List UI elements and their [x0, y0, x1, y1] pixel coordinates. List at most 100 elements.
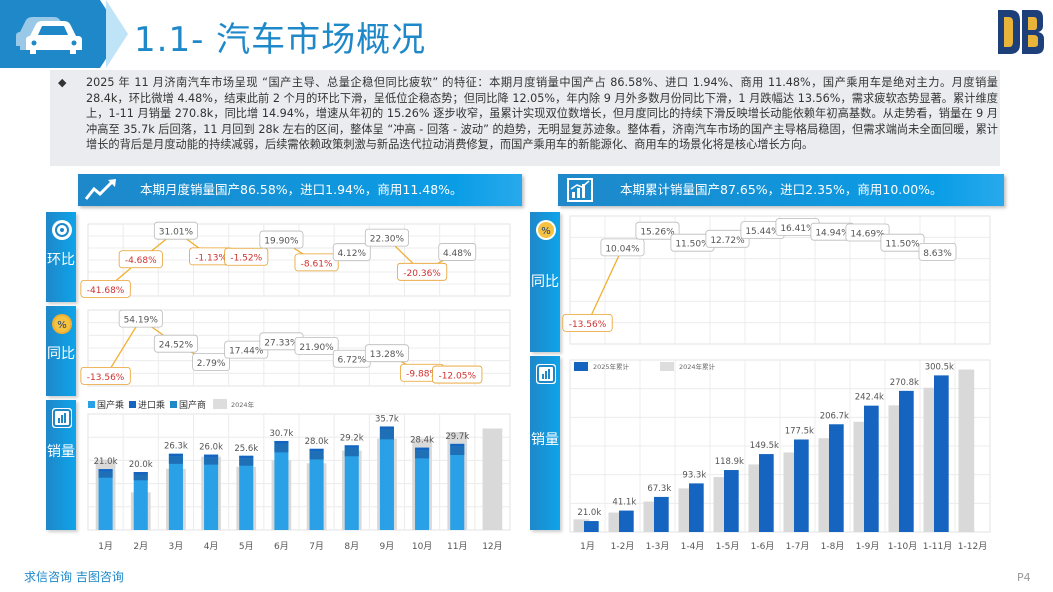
- x-tick-label: 9月: [380, 541, 395, 552]
- data-label-box: [880, 233, 925, 252]
- data-label-box: [153, 334, 198, 353]
- legend-swatch: [88, 401, 95, 408]
- data-label-box: [438, 243, 477, 261]
- bar-domestic-commercial: [274, 443, 289, 453]
- percent-icon: %: [52, 314, 72, 334]
- x-tick-label: 7月: [309, 541, 324, 552]
- side-tab-cum-yoy: % 同比: [530, 212, 560, 352]
- x-tick-label: 1-7月: [786, 541, 810, 552]
- bar-domestic-commercial: [133, 474, 148, 481]
- data-label: 54.19%: [124, 316, 159, 326]
- bar-domestic-passenger: [379, 426, 394, 530]
- bar-value-label: 35.7k: [375, 414, 399, 424]
- x-tick-label: 3月: [169, 541, 184, 552]
- bar-value-label: 149.5k: [750, 441, 779, 451]
- data-label: -9.88%: [406, 370, 438, 380]
- x-tick-label: 4月: [204, 541, 219, 552]
- bar-import-passenger: [344, 445, 359, 448]
- x-tick-label: 1-9月: [856, 541, 880, 552]
- bar-2025-cumulative: [934, 375, 949, 532]
- brand-logo: [998, 10, 1044, 54]
- x-tick-label: 1-4月: [681, 541, 705, 552]
- bar-2025-cumulative: [794, 439, 809, 532]
- bar-domestic-commercial: [168, 456, 183, 464]
- bar-value-label: 29.2k: [340, 433, 364, 443]
- data-label-box: [332, 243, 371, 262]
- x-tick-label: 6月: [274, 541, 289, 552]
- data-label: 14.94%: [815, 229, 850, 239]
- bar-domestic-commercial: [98, 471, 113, 478]
- x-tick-label: 1-12月: [958, 541, 987, 552]
- data-label-box: [918, 242, 957, 261]
- data-label: 27.33%: [264, 338, 299, 348]
- x-tick-label: 5月: [239, 541, 254, 552]
- bar-value-label: 300.5k: [925, 362, 954, 372]
- data-label: 6.72%: [337, 356, 366, 366]
- bar-value-label: 41.1k: [612, 498, 636, 508]
- bar-chart-icon: [52, 408, 72, 428]
- svg-text:%: %: [57, 320, 67, 331]
- bar-2025-cumulative: [864, 405, 879, 532]
- data-label: 31.01%: [159, 228, 194, 238]
- bar-domestic-commercial: [450, 446, 465, 455]
- bar-value-label: 242.4k: [855, 393, 884, 403]
- bar-value-label: 28.0k: [305, 437, 329, 447]
- bar-domestic-passenger: [239, 455, 254, 530]
- data-label-box: [562, 313, 613, 332]
- data-label: -41.68%: [87, 286, 125, 296]
- x-tick-label: 10月: [412, 541, 432, 552]
- x-tick-label: 1-10月: [888, 541, 917, 552]
- data-label: 14.69%: [850, 229, 885, 239]
- bar-value-label: 26.3k: [164, 442, 188, 452]
- bar-value-label: 206.7k: [820, 411, 849, 421]
- bar-import-passenger: [274, 440, 289, 444]
- data-label-box: [845, 223, 890, 242]
- summary-paragraph: 2025 年 11 月济南汽车市场呈现 “国产主导、总量企稳但同比疲软” 的特征…: [86, 76, 998, 152]
- bar-import-passenger: [450, 443, 465, 447]
- bar-2025-cumulative: [654, 496, 669, 532]
- summary-box: [50, 70, 1000, 166]
- bar-import-passenger: [415, 447, 430, 451]
- legend-swatch: [170, 401, 177, 408]
- x-tick-label: 1-6月: [751, 541, 775, 552]
- right-banner: 本期累计销量国产87.65%，进口2.35%，商用10.00%。: [558, 174, 1004, 206]
- x-tick-label: 1-2月: [611, 541, 635, 552]
- bar-2025-cumulative: [899, 390, 914, 532]
- legend-label: 国产商: [179, 399, 206, 411]
- x-tick-label: 2月: [133, 541, 148, 552]
- bar-domestic-commercial: [204, 457, 219, 465]
- data-label: 4.48%: [443, 249, 472, 259]
- data-label: -13.56%: [87, 373, 125, 383]
- bar-domestic-passenger: [274, 440, 289, 530]
- bar-2025-cumulative: [829, 424, 844, 532]
- x-tick-label: 1-3月: [646, 541, 670, 552]
- bar-2025-cumulative: [619, 510, 634, 532]
- bar-value-label: 118.9k: [715, 457, 744, 467]
- bar-domestic-commercial: [344, 447, 359, 457]
- data-label: 2.79%: [197, 359, 226, 369]
- data-label: -1.52%: [230, 254, 262, 264]
- bar-domestic-passenger: [204, 454, 219, 530]
- bar-domestic-passenger: [98, 469, 113, 530]
- data-label-box: [153, 221, 198, 240]
- side-label-mom: 环比: [47, 252, 75, 268]
- data-label: -8.61%: [301, 259, 333, 269]
- bar-import-passenger: [133, 472, 148, 475]
- data-label-box: [294, 253, 339, 272]
- trend-up-icon: [84, 179, 116, 200]
- data-label: 15.26%: [640, 228, 675, 238]
- data-label: -4.68%: [125, 256, 157, 266]
- data-label: -12.05%: [438, 372, 476, 382]
- x-tick-label: 1月: [580, 541, 595, 552]
- legend-swatch: [660, 362, 674, 371]
- bar-import-passenger: [204, 454, 219, 458]
- footer-brand: 求信咨询 吉图咨询: [24, 570, 124, 584]
- bar-import-passenger: [379, 426, 394, 429]
- data-label: -1.13%: [195, 253, 227, 263]
- page-title: 1.1- 汽车市场概况: [134, 20, 427, 60]
- bar-domestic-commercial: [415, 450, 430, 459]
- data-label: 11.50%: [885, 240, 920, 250]
- bar-value-label: 67.3k: [647, 484, 671, 494]
- bar-import-passenger: [168, 453, 183, 457]
